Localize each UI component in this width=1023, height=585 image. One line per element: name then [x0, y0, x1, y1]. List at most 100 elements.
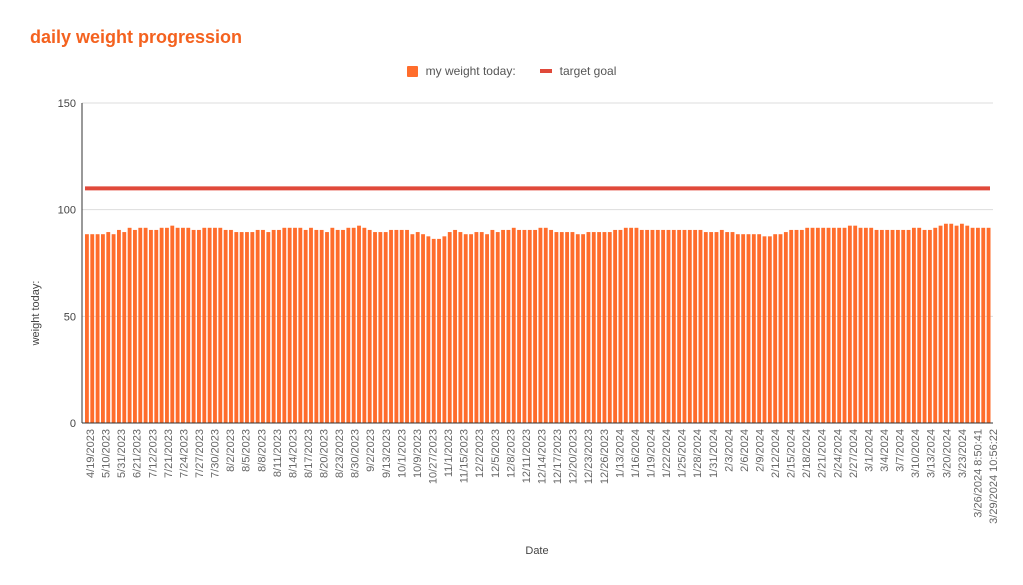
x-tick-label: 3/26/2024 8:50:41 — [972, 429, 984, 518]
bar — [362, 227, 367, 423]
bar — [229, 229, 233, 423]
bar — [847, 225, 852, 423]
bar — [922, 229, 927, 423]
bar — [783, 232, 788, 423]
bar — [693, 229, 698, 423]
bar — [597, 232, 602, 423]
bar — [954, 225, 959, 423]
y-tick-label: 100 — [58, 205, 76, 217]
bar — [959, 223, 964, 423]
bar — [351, 227, 356, 423]
bar — [549, 229, 554, 423]
bar — [106, 232, 111, 423]
bar — [458, 232, 463, 423]
bar — [837, 227, 842, 423]
x-tick-label: 1/19/2024 — [645, 429, 657, 478]
x-tick-label: 12/8/2023 — [505, 429, 517, 478]
bar — [469, 234, 473, 423]
bar — [735, 234, 740, 423]
bar — [85, 234, 89, 423]
bar — [373, 232, 377, 423]
bar — [474, 232, 479, 423]
x-tick-label: 2/24/2024 — [832, 429, 844, 478]
bar — [90, 234, 95, 423]
bar — [127, 227, 132, 423]
y-tick-label: 0 — [70, 418, 76, 430]
bar — [885, 229, 890, 423]
bar — [399, 229, 404, 423]
bar — [613, 229, 618, 423]
bar — [389, 229, 393, 423]
bar — [890, 229, 895, 423]
x-tick-label: 8/2/2023 — [225, 429, 237, 472]
bar — [453, 229, 457, 423]
x-tick-label: 1/31/2024 — [708, 429, 720, 478]
bar — [506, 229, 511, 423]
bar — [575, 234, 580, 423]
bar — [378, 232, 383, 423]
x-tick-label: 2/21/2024 — [817, 429, 829, 478]
bar — [341, 229, 345, 423]
bar — [943, 223, 948, 423]
x-tick-label: 12/26/2023 — [599, 429, 611, 484]
x-tick-label: 8/23/2023 — [334, 429, 346, 478]
bar — [927, 229, 932, 423]
bar — [869, 227, 874, 423]
bar — [559, 232, 564, 423]
bar — [917, 227, 922, 423]
bar — [703, 232, 708, 423]
bar — [634, 227, 639, 423]
x-tick-label: 9/13/2023 — [381, 429, 393, 478]
bar — [282, 227, 287, 423]
x-tick-label: 3/1/2024 — [863, 429, 875, 472]
x-tick-label: 1/16/2024 — [630, 429, 642, 478]
bar — [159, 227, 164, 423]
bar — [933, 227, 938, 423]
bar — [485, 234, 489, 423]
bar — [581, 234, 586, 423]
bar — [181, 227, 185, 423]
y-axis-title: weight today: — [30, 281, 42, 347]
bar — [250, 232, 255, 423]
bar — [431, 238, 436, 423]
bar — [191, 229, 196, 423]
bar — [666, 229, 671, 423]
bar — [287, 227, 292, 423]
bar — [357, 225, 361, 423]
bar — [490, 229, 495, 423]
bar — [543, 227, 548, 423]
bar — [495, 232, 500, 423]
bar — [479, 232, 484, 423]
legend-target-label: target goal — [559, 64, 617, 78]
bar — [970, 227, 975, 423]
bar — [975, 227, 980, 423]
bar — [986, 227, 991, 423]
bar — [938, 225, 943, 423]
x-tick-label: 2/3/2024 — [723, 429, 735, 472]
bar — [687, 229, 692, 423]
bar — [815, 227, 820, 423]
bar — [906, 229, 911, 423]
bar — [186, 227, 191, 423]
bar — [522, 229, 527, 423]
bar — [442, 236, 447, 423]
x-tick-label: 7/30/2023 — [210, 429, 222, 478]
bar — [517, 229, 522, 423]
bar — [602, 232, 607, 423]
bar — [501, 229, 505, 423]
x-tick-label: 6/21/2023 — [132, 429, 144, 478]
x-tick-label: 8/14/2023 — [287, 429, 299, 478]
bar — [538, 227, 543, 423]
x-tick-label: 7/21/2023 — [163, 429, 175, 478]
bar — [949, 223, 954, 423]
x-tick-label: 4/19/2023 — [85, 429, 97, 478]
bar — [245, 232, 249, 423]
bar — [335, 229, 340, 423]
x-tick-label: 12/20/2023 — [568, 429, 580, 484]
bar — [618, 229, 623, 423]
bar — [842, 227, 847, 423]
bar — [629, 227, 634, 423]
x-tick-label: 2/15/2024 — [786, 429, 798, 478]
bar — [762, 236, 767, 423]
y-tick-label: 150 — [58, 98, 76, 110]
